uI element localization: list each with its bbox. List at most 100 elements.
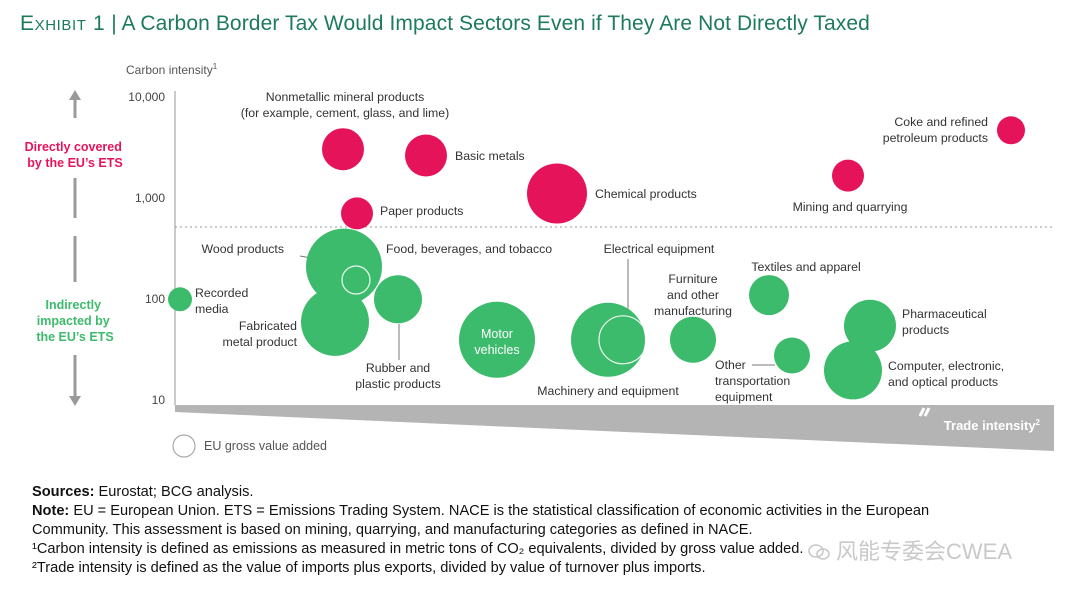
- bubble-electrical-equipment: [598, 315, 648, 365]
- chart-title: Exhibit 1 | A Carbon Border Tax Would Im…: [20, 12, 1070, 36]
- bubble-label-line: Furniture: [668, 272, 717, 286]
- bubble-textiles-and-apparel: [749, 275, 789, 316]
- bubble-label-line: Other: [715, 358, 746, 372]
- indirect-group-label: Indirectly impacted by the EU’s ETS: [36, 298, 113, 344]
- y-tick-label: 1,000: [135, 191, 165, 205]
- bubble-label-line: Food, beverages, and tobacco: [386, 242, 552, 256]
- bubble-label-wood-products: Wood products: [202, 242, 284, 256]
- bubble-label-line: metal product: [222, 335, 297, 349]
- bubble-basic-metals: [405, 134, 447, 177]
- bubble-chemical-products: [527, 163, 587, 224]
- bubble-label-fabricated-metal-product: Fabricated metal product: [222, 319, 297, 349]
- note-line: Note: EU = European Union. ETS = Emissio…: [32, 502, 1052, 521]
- bubble-label-line: Motor: [481, 327, 513, 341]
- bubble-label-machinery-and-equipment: Machinery and equipment: [537, 384, 679, 398]
- size-legend-circle: [172, 434, 196, 458]
- bubble-coke-and-refined-petroleum-products: [997, 116, 1025, 145]
- bubble-food-beverages-and-tobacco: [306, 228, 382, 305]
- bubble-label-line: Computer, electronic,: [888, 359, 1004, 373]
- direct-group-label: Directly covered by the EU’s ETS: [25, 140, 126, 170]
- bubble-label-line: and other: [667, 288, 719, 302]
- wechat-icon: [808, 544, 830, 560]
- direct-group-label-line: by the EU’s ETS: [27, 156, 122, 170]
- bubble-label-line: equipment: [715, 390, 773, 404]
- indirect-bracket-arrow: [69, 236, 81, 406]
- bubble-label-line: Wood products: [202, 242, 284, 256]
- note-text: EU = European Union. ETS = Emissions Tra…: [69, 503, 930, 519]
- trade-intensity-wedge: [175, 405, 1054, 451]
- y-axis-title-text: Carbon intensity: [126, 63, 213, 77]
- footnote-1: ¹Carbon intensity is defined as emission…: [32, 541, 804, 557]
- watermark: 风能专委会CWEA: [808, 534, 1012, 566]
- bubble-label-line: Textiles and apparel: [751, 260, 860, 274]
- bubble-label-line: plastic products: [355, 377, 440, 391]
- indirect-group-label-line: impacted by: [37, 314, 110, 328]
- bubble-label-motor-vehicles: Motor vehicles: [474, 327, 519, 357]
- bubble-label-paper-products: Paper products: [380, 204, 463, 218]
- title-separator: |: [105, 12, 122, 35]
- bubble-label-recorded-media: Recorded media: [195, 286, 248, 316]
- bubble-label-line: media: [195, 302, 229, 316]
- bubble-label-line: Electrical equipment: [604, 242, 715, 256]
- bubble-label-textiles-and-apparel: Textiles and apparel: [751, 260, 860, 274]
- bubble-label-line: Fabricated: [239, 319, 297, 333]
- indirect-group-label-line: the EU’s ETS: [36, 330, 113, 344]
- bubble-label-line: Machinery and equipment: [537, 384, 679, 398]
- watermark-text: 风能专委会CWEA: [836, 539, 1013, 564]
- y-axis-title: Carbon intensity1: [126, 62, 218, 77]
- bubble-label-line: Pharmaceutical: [902, 307, 987, 321]
- bubble-chart: Carbon intensity1 10,000 1,000 100 10 Di…: [25, 62, 1054, 458]
- note-line-2: Community. This assessment is based on m…: [32, 522, 753, 538]
- bubble-label-line: Rubber and: [366, 361, 430, 375]
- bubble-mining-and-quarrying: [832, 159, 864, 192]
- bubble-motor-vehicles: [459, 301, 535, 378]
- x-axis-title-text: Trade intensity: [944, 418, 1037, 433]
- bubble-label-mining-and-quarrying: Mining and quarrying: [793, 200, 908, 214]
- bubbles: [168, 116, 1025, 400]
- bubble-label-line: manufacturing: [654, 304, 732, 318]
- bubble-labels: Nonmetallic mineral products (for example…: [195, 90, 1004, 404]
- notes: Sources: Eurostat; BCG analysis. Note: E…: [32, 483, 1052, 578]
- bubble-label-furniture-and-other-manufacturing: Furniture and other manufacturing: [654, 272, 732, 318]
- bubble-label-line: Recorded: [195, 286, 248, 300]
- bubble-label-line: Chemical products: [595, 187, 697, 201]
- bubble-rubber-and-plastic-products: [374, 275, 422, 324]
- bubble-label-line: (for example, cement, glass, and lime): [241, 106, 449, 120]
- bubble-label-line: and optical products: [888, 375, 998, 389]
- footnote-2: ²Trade intensity is defined as the value…: [32, 560, 706, 576]
- bubble-label-electrical-equipment: Electrical equipment: [604, 242, 715, 256]
- x-axis-title: Trade intensity2: [944, 418, 1041, 433]
- bubble-label-line: Nonmetallic mineral products: [266, 90, 425, 104]
- bubble-paper-products: [341, 197, 373, 230]
- bubble-label-nonmetallic-mineral-products: Nonmetallic mineral products (for example…: [241, 90, 449, 120]
- bubble-wood-products: [341, 265, 371, 295]
- bubble-label-line: Mining and quarrying: [793, 200, 908, 214]
- bubble-label-rubber-and-plastic-products: Rubber and plastic products: [355, 361, 440, 391]
- bubble-pharmaceutical-products: [844, 299, 896, 352]
- y-tick-label: 10: [152, 393, 166, 407]
- y-axis-title-sup: 1: [213, 62, 218, 71]
- bubble-computer-electronic-and-optical-products: [824, 341, 882, 400]
- bubble-label-line: Basic metals: [455, 149, 525, 163]
- sources-line: Sources: Eurostat; BCG analysis.: [32, 483, 1052, 502]
- exhibit-number: Exhibit 1: [20, 12, 106, 35]
- bubble-label-computer-electronic-and-optical-products: Computer, electronic, and optical product…: [888, 359, 1004, 389]
- bubble-label-line: vehicles: [474, 343, 519, 357]
- bubble-recorded-media: [168, 287, 192, 312]
- bubble-furniture-and-other-manufacturing: [670, 316, 716, 363]
- bubble-label-other-transportation-equipment: Other transportation equipment: [715, 358, 790, 404]
- bubble-label-line: petroleum products: [883, 131, 988, 145]
- bubble-label-line: Paper products: [380, 204, 463, 218]
- title-text: A Carbon Border Tax Would Impact Sectors…: [121, 12, 870, 35]
- indirect-group-label-line: Indirectly: [45, 298, 101, 312]
- bubble-machinery-and-equipment: [571, 302, 645, 377]
- direct-group-label-line: Directly covered: [25, 140, 122, 154]
- bubble-label-coke-and-refined-petroleum-products: Coke and refined petroleum products: [883, 115, 988, 145]
- y-tick-label: 10,000: [128, 90, 165, 104]
- sources-text: Eurostat; BCG analysis.: [94, 484, 254, 500]
- bubble-label-food-beverages-and-tobacco: Food, beverages, and tobacco: [386, 242, 552, 256]
- bubble-label-basic-metals: Basic metals: [455, 149, 525, 163]
- bubble-other-transportation-equipment: [774, 337, 810, 374]
- bubble-label-line: transportation: [715, 374, 790, 388]
- bubble-label-chemical-products: Chemical products: [595, 187, 697, 201]
